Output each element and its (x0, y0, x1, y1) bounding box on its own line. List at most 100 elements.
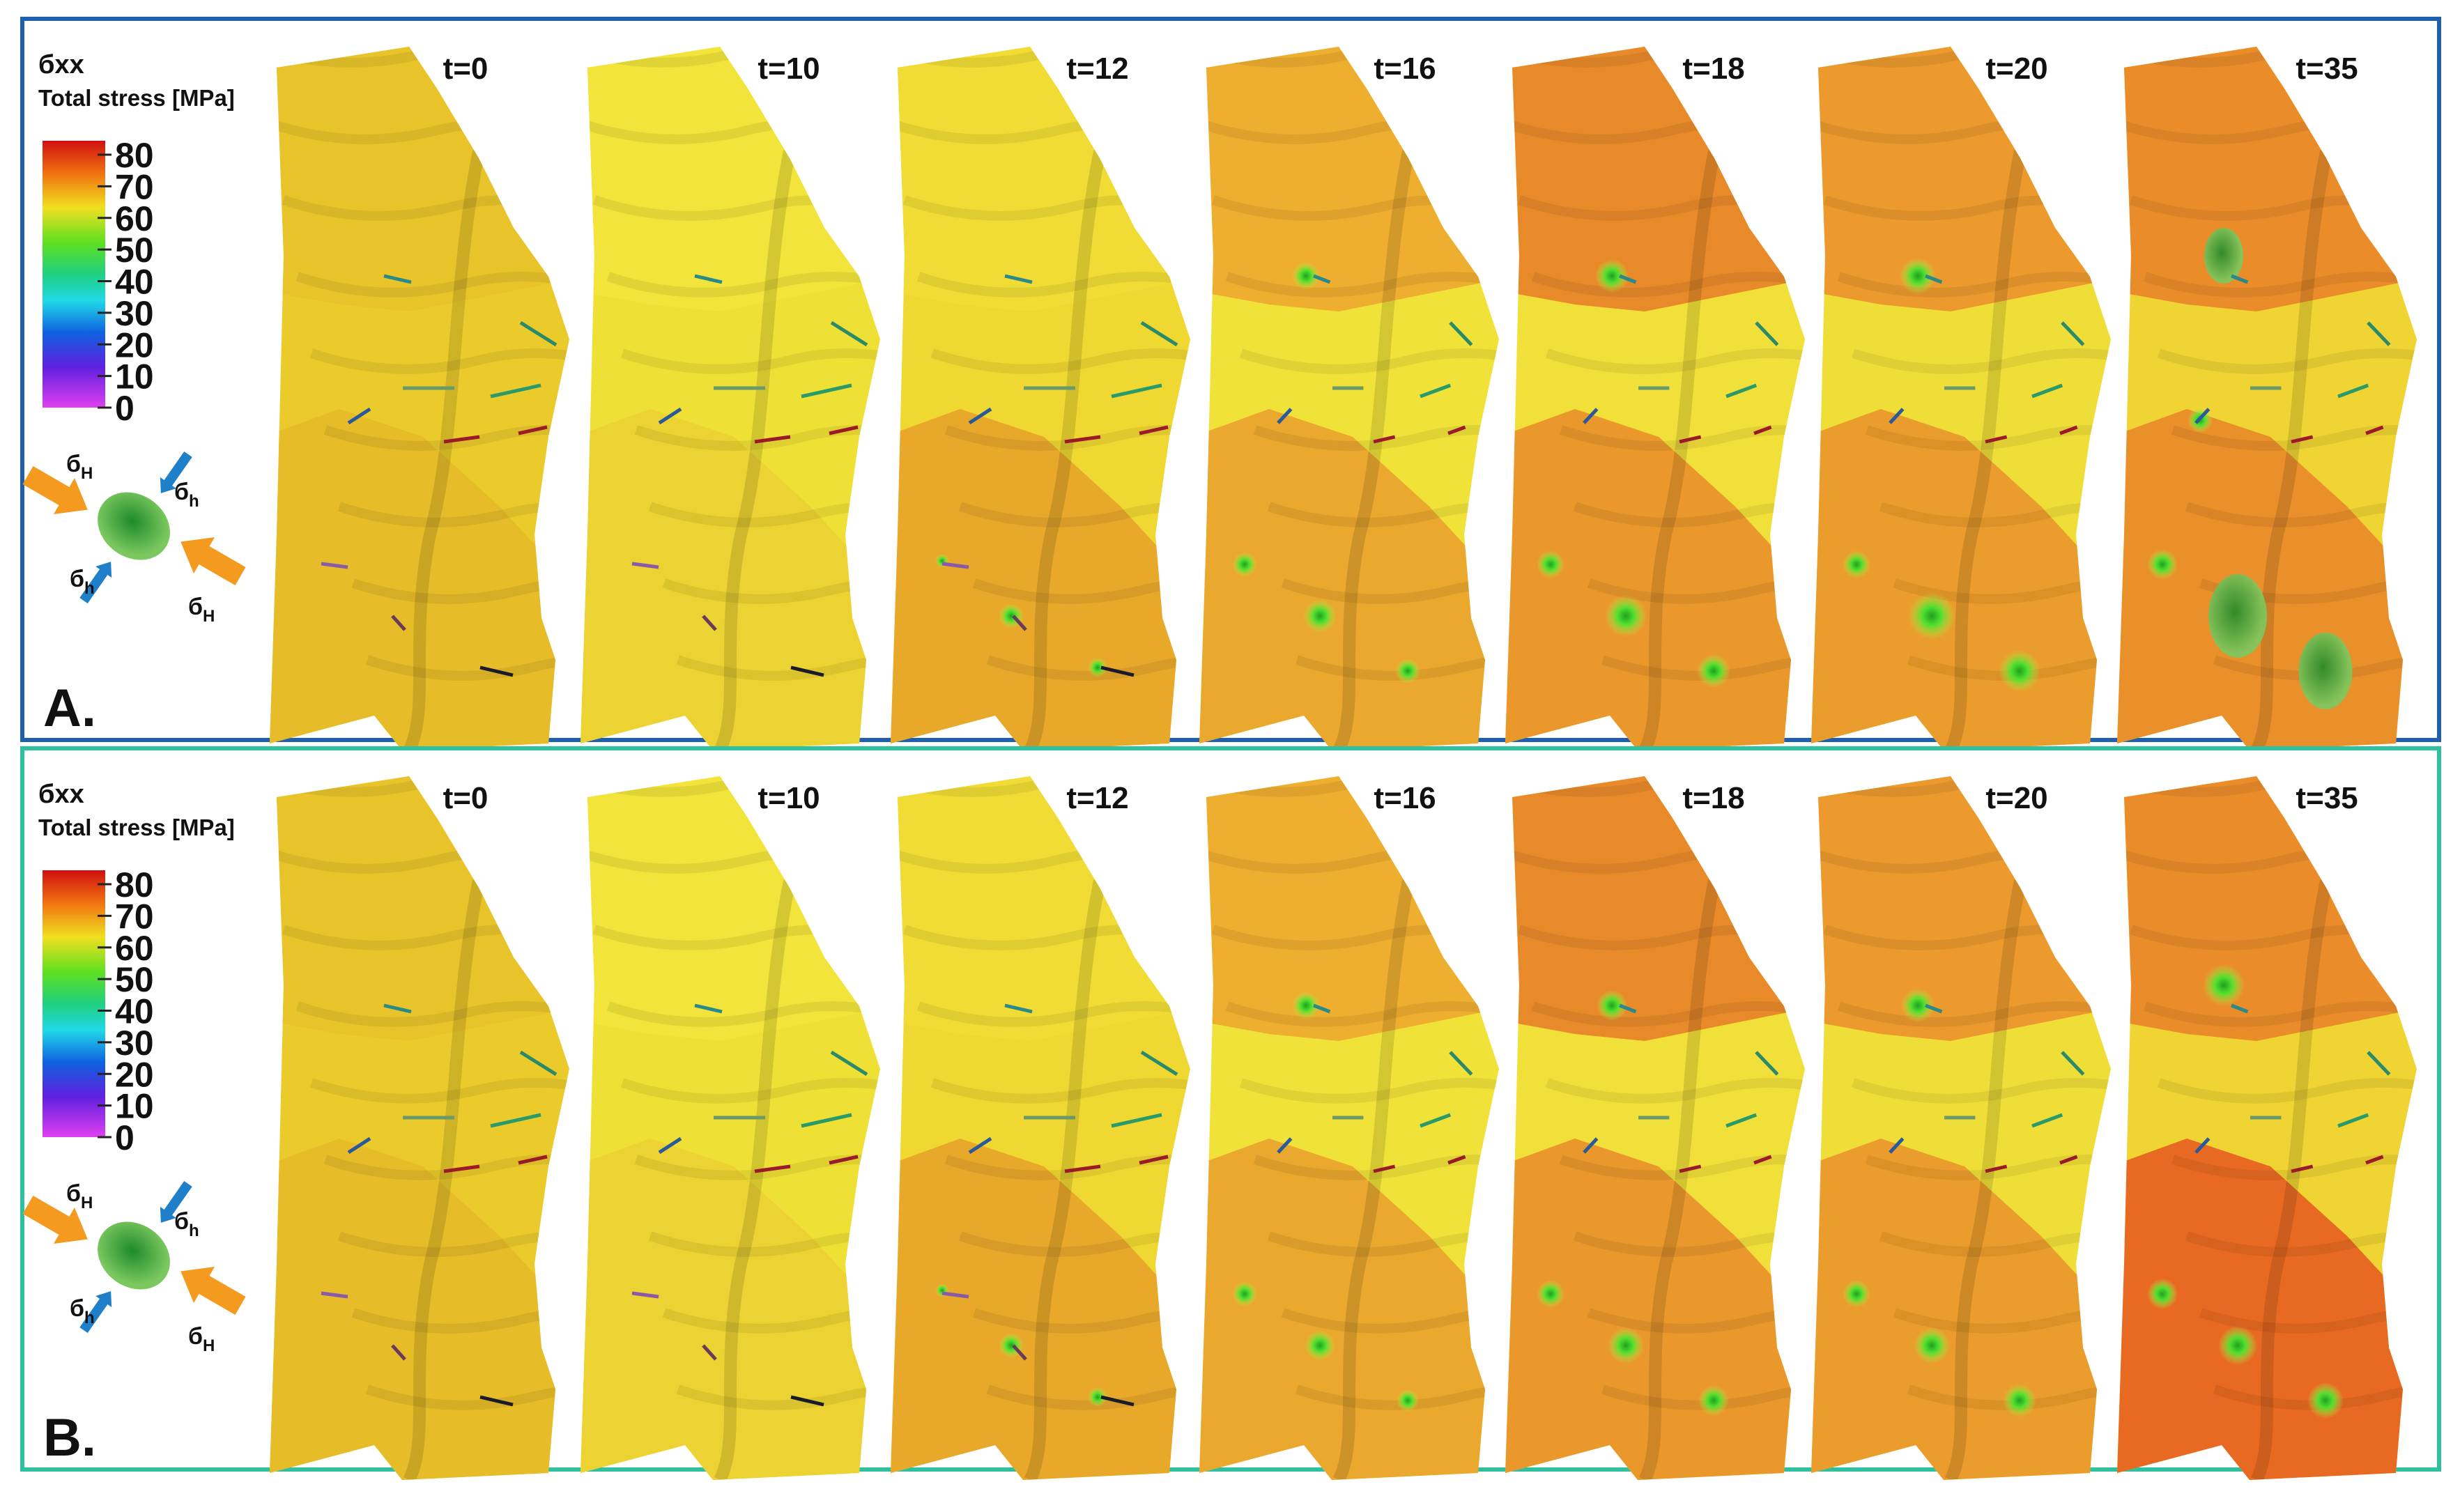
colorbar-tick-label: 60 (115, 929, 154, 968)
map-relief (1545, 348, 1805, 386)
map-relief (2185, 502, 2417, 539)
fracture (1420, 1113, 1452, 1128)
map-relief (1295, 655, 1499, 693)
fracture (801, 1113, 852, 1128)
map-relief (1281, 1308, 1499, 1345)
time-label: t=10 (758, 781, 820, 815)
fracture (1753, 1155, 1772, 1165)
fracture (1725, 1113, 1758, 1128)
stress-hotspot (1537, 1280, 1565, 1308)
fracture (941, 562, 969, 569)
map-relief (2143, 1001, 2417, 1039)
fracture (391, 1344, 406, 1361)
fracture (2194, 408, 2211, 424)
panel: t=0 t=10 t=12 t=16 t=18 t=20 t=35 бxx Total stre… (20, 17, 2441, 750)
fracture (830, 321, 868, 347)
map-relief (1545, 1078, 1805, 1116)
map-relief (944, 425, 1190, 463)
stress-hotspot (1901, 989, 1935, 1022)
fracture (479, 665, 514, 677)
fracture (1139, 425, 1169, 435)
fracture (631, 562, 659, 569)
stress-hotspot (2203, 964, 2245, 1006)
fracture (702, 615, 717, 631)
time-label: t=20 (1985, 781, 2047, 815)
fracture (658, 407, 682, 425)
stress-arrow (79, 1291, 112, 1334)
map-relief (365, 1384, 569, 1422)
fracture (1985, 435, 2008, 444)
map-relief (648, 1231, 880, 1269)
fracture (1889, 1137, 1905, 1154)
map-zone (891, 409, 1190, 750)
fracture (1925, 274, 1943, 284)
colorbar-tick-label: 20 (115, 325, 154, 364)
fracture (1755, 321, 1779, 346)
map-relief (1601, 655, 1805, 693)
stress-label: бh (70, 1295, 95, 1327)
map-relief (620, 1078, 880, 1116)
fracture (754, 435, 791, 444)
stress-ellipse (98, 492, 170, 560)
map-relief (2250, 879, 2332, 1480)
map-zone (1505, 409, 1805, 750)
stress-arrow (180, 537, 246, 585)
stress-subscript: H (203, 607, 215, 626)
fracture (2337, 1113, 2369, 1128)
colorbar-tick-label: 10 (115, 1087, 154, 1126)
time-label: t=18 (1682, 781, 1744, 815)
map-relief (309, 348, 569, 386)
stress-arrow (22, 466, 88, 514)
fracture (1583, 408, 1599, 424)
map-relief (2250, 150, 2332, 750)
fracture (1985, 1164, 2008, 1173)
map-zone (581, 776, 880, 1041)
stress-map (1811, 47, 2111, 750)
map-relief (1638, 879, 1721, 1480)
stress-hotspot (2147, 1279, 2178, 1309)
stress-label: бh (70, 566, 95, 598)
fracture (518, 1155, 548, 1165)
fracture (383, 1003, 412, 1014)
colorbar-tick-label: 80 (115, 865, 154, 904)
legend-subtitle: Total stress [MPa] (38, 815, 235, 840)
fracture (1004, 274, 1033, 284)
stress-map (2117, 47, 2417, 750)
map-relief (351, 1308, 569, 1345)
stress-hotspot (1608, 1327, 1644, 1364)
stress-hotspot (1537, 550, 1565, 578)
fracture (1679, 435, 1702, 444)
fracture (479, 1395, 514, 1407)
stress-hotspot (1843, 1280, 1870, 1308)
map-relief (1879, 1231, 2111, 1269)
time-label: t=20 (1985, 52, 2047, 86)
fracture (1583, 1137, 1599, 1154)
map-relief (1587, 578, 1805, 616)
map-relief (676, 1384, 880, 1422)
legend-title: бxx (38, 50, 84, 79)
fracture (391, 615, 406, 631)
fracture (1619, 274, 1637, 284)
map-zone (581, 47, 880, 311)
stress-hotspot (1303, 599, 1337, 633)
map-relief (1267, 502, 1499, 539)
stress-hotspot (1088, 658, 1107, 677)
map-zone (270, 776, 569, 1041)
colorbar-tick-label: 50 (115, 960, 154, 999)
stress-arrow (160, 1180, 192, 1223)
colorbar (43, 870, 105, 1137)
fracture (2231, 274, 2249, 284)
colorbar-tick-label: 70 (115, 167, 154, 206)
stress-map (2117, 776, 2417, 1480)
map-relief (282, 925, 569, 962)
stress-hotspot (1999, 650, 2040, 692)
colorbar-tick-label: 80 (115, 136, 154, 175)
fracture (790, 665, 824, 677)
map-relief (365, 655, 569, 693)
fracture (1064, 1164, 1101, 1173)
map-relief (1517, 195, 1805, 233)
map-relief (1601, 1384, 1805, 1422)
colorbar-tick-label: 30 (115, 294, 154, 333)
map-relief (323, 425, 569, 463)
map-relief (2199, 1308, 2417, 1345)
